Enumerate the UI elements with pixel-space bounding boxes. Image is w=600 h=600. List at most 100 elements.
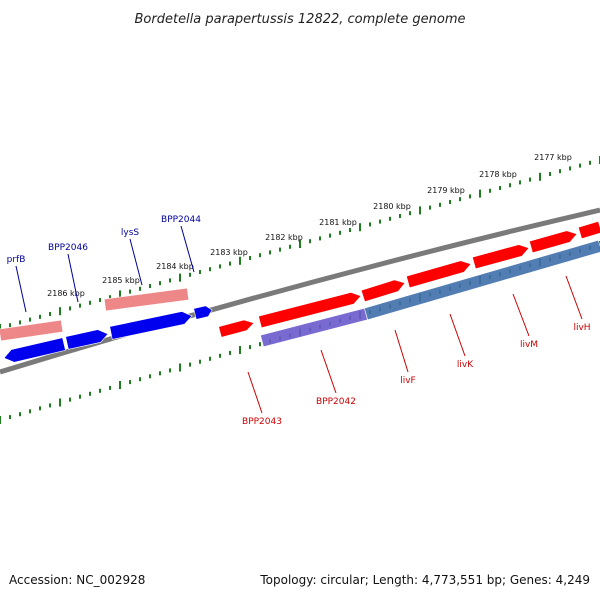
operon-blue-band [363,239,600,321]
minor-tick [379,219,381,224]
gene-label: BPP2043 [242,417,282,427]
minor-tick [139,286,141,291]
minor-tick [39,314,41,319]
minor-tick [229,261,231,266]
tick-label: 2185 kbp [102,276,140,285]
minor-tick [39,406,41,411]
minor-tick [509,183,511,188]
minor-tick [519,180,521,185]
minor-tick [399,214,401,218]
major-tick [419,206,421,215]
gene-features [0,220,600,363]
gene-BPP2046-block [65,329,109,350]
gene-lysS-block [109,311,193,340]
minor-tick [129,289,131,294]
gene-extra-block [577,220,600,240]
major-tick [359,223,361,232]
major-tick [479,189,481,198]
tick-label: 2179 kbp [427,186,465,195]
callout-line [449,313,466,357]
major-tick [239,346,241,354]
minor-tick [339,230,341,235]
minor-tick [69,306,71,311]
minor-tick [9,323,11,328]
minor-tick [139,377,141,382]
minor-tick [439,202,441,207]
minor-tick [259,253,261,258]
major-tick [119,381,121,389]
minor-tick [79,303,81,308]
minor-tick [249,256,251,260]
minor-tick [329,233,331,238]
genome-summary-text: Topology: circular; Length: 4,773,551 bp… [260,573,590,587]
gene-BPP2043-block [218,319,255,338]
major-tick [179,273,181,282]
gene-label: lysS [121,228,140,238]
minor-tick [589,160,591,165]
minor-tick [169,368,171,373]
minor-tick [89,300,91,305]
callout-line [565,275,583,320]
callout-line [512,293,530,337]
gene-label: livM [520,340,538,350]
minor-tick [459,197,461,202]
tick-label: 2181 kbp [319,218,357,227]
minor-tick [229,350,231,355]
gene-livK-block [406,260,472,289]
accession-text: Accession: NC_002928 [9,573,146,587]
callout-line [129,238,143,286]
gene-label: livF [400,376,416,386]
minor-tick [259,342,261,347]
gene-label: prfB [7,255,26,265]
minor-tick [9,415,11,420]
gene-label: BPP2044 [161,215,201,225]
tick-label: 2178 kbp [479,170,517,179]
minor-tick [319,236,321,241]
minor-tick [159,371,161,376]
minor-tick [129,380,131,385]
major-tick [539,172,541,181]
gene-livM-block [472,244,530,270]
minor-tick [199,270,201,274]
minor-tick [149,374,151,379]
major-tick [119,290,121,299]
gene-label: livH [573,323,590,333]
minor-tick [199,359,201,364]
minor-tick [489,188,491,193]
minor-tick [29,317,31,322]
minor-tick [209,356,211,361]
minor-tick [579,163,581,168]
minor-tick [209,267,211,272]
callout-line [67,253,79,303]
minor-tick [289,244,291,249]
minor-tick [499,186,501,190]
major-tick [59,398,61,407]
minor-tick [219,353,221,358]
gene-label: BPP2042 [316,397,356,407]
callout-line [320,349,337,394]
minor-tick [279,247,281,252]
callout-line [394,329,409,373]
minor-tick [549,172,551,176]
gene-prfB-block [3,337,66,363]
gene-BPP2044-block [193,305,213,320]
major-tick [239,256,241,265]
tick-label: 2182 kbp [265,233,303,242]
genome-backbone [0,207,600,375]
gene-label: BPP2046 [48,243,88,253]
minor-tick [189,362,191,367]
minor-tick [569,166,571,171]
major-tick [179,363,181,372]
minor-tick [169,278,171,283]
gene-livF-block [360,279,406,303]
major-tick [0,416,1,424]
tick-label: 2186 kbp [47,289,85,298]
major-tick [0,324,1,332]
tick-label: 2180 kbp [373,202,411,211]
minor-tick [109,295,111,300]
minor-tick [309,239,311,244]
minor-tick [109,385,111,390]
gene-BPP2042-block [258,292,362,329]
minor-tick [149,284,151,288]
